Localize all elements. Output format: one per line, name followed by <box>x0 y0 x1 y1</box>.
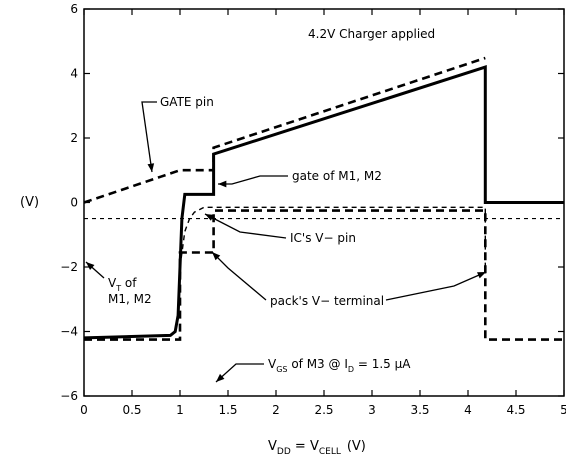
vgs-sub: GS <box>276 365 287 374</box>
x-tick-label: 0.5 <box>122 403 141 417</box>
x-label-unit: (V) <box>347 439 366 454</box>
y-tick-label: −4 <box>60 325 78 339</box>
arrow-ic-v-head <box>205 214 214 221</box>
arrow-pack-1-head <box>212 252 221 261</box>
y-tick-label: 4 <box>70 67 78 81</box>
y-tick-label: −6 <box>60 389 78 403</box>
y-tick-label: 0 <box>70 196 78 210</box>
x-tick-label: 1 <box>176 403 184 417</box>
vgs-end: = 1.5 μA <box>354 357 411 371</box>
x-tick-label: 3.5 <box>410 403 429 417</box>
arrow-pack-1 <box>211 251 267 301</box>
arrow-gate-m1m2-head <box>218 180 227 188</box>
x-label-sub2: CELL <box>319 447 341 457</box>
arrow-pack-2 <box>385 271 487 301</box>
series-line-2 <box>83 56 486 204</box>
y-tick-label: 2 <box>70 131 78 145</box>
vt-of: of <box>121 276 137 290</box>
annotation-charger: 4.2V Charger applied <box>308 27 435 41</box>
arrow-vgs <box>215 363 264 383</box>
arrow-pack-2-head <box>477 272 486 279</box>
arrow-gate-pin <box>141 101 157 173</box>
x-tick-label: 2.5 <box>314 403 333 417</box>
x-tick-label: 1.5 <box>218 403 237 417</box>
series-line-3 <box>84 209 564 341</box>
x-tick-label: 0 <box>80 403 88 417</box>
series-line-4 <box>179 206 486 274</box>
x-tick-label: 3 <box>368 403 376 417</box>
x-tick-label: 5 <box>560 403 566 417</box>
annotation-pack: pack's V− terminal <box>270 294 384 308</box>
y-axis-label: (V) <box>20 195 39 210</box>
y-tick-label: 6 <box>70 2 78 16</box>
vt-main: V <box>108 276 117 290</box>
vgs-main: V <box>268 357 277 371</box>
x-tick-label: 4 <box>464 403 472 417</box>
annotation-gate-pin: GATE pin <box>160 95 214 109</box>
x-label-sub: DD <box>277 447 291 457</box>
annotation-vt: VT of <box>108 276 137 293</box>
x-label-mid: = V <box>291 439 319 454</box>
x-tick-label: 2 <box>272 403 280 417</box>
y-tick-label: −2 <box>60 260 78 274</box>
arrow-ic-v <box>204 213 287 239</box>
x-axis-label: VDD = VCELL (V) <box>268 439 366 457</box>
vt-sub: T <box>115 284 121 293</box>
series-line-1 <box>83 65 564 340</box>
annotation-vgs: VGS of M3 @ ID = 1.5 μA <box>268 357 411 374</box>
arrow-gate-pin-head <box>147 163 155 172</box>
arrow-vt-head <box>86 262 95 271</box>
arrow-vgs-head <box>216 373 225 382</box>
vgs-mid: of M3 @ I <box>288 357 348 371</box>
annotation-vt-m1m2: M1, M2 <box>108 292 152 306</box>
arrow-gate-m1m2 <box>218 175 288 185</box>
annotation-ic-v: IC's V− pin <box>290 231 356 245</box>
vgs-sub2: D <box>348 365 354 374</box>
x-tick-label: 4.5 <box>506 403 525 417</box>
annotation-gate-m1m2: gate of M1, M2 <box>292 169 382 183</box>
x-label-main: V <box>268 439 277 454</box>
